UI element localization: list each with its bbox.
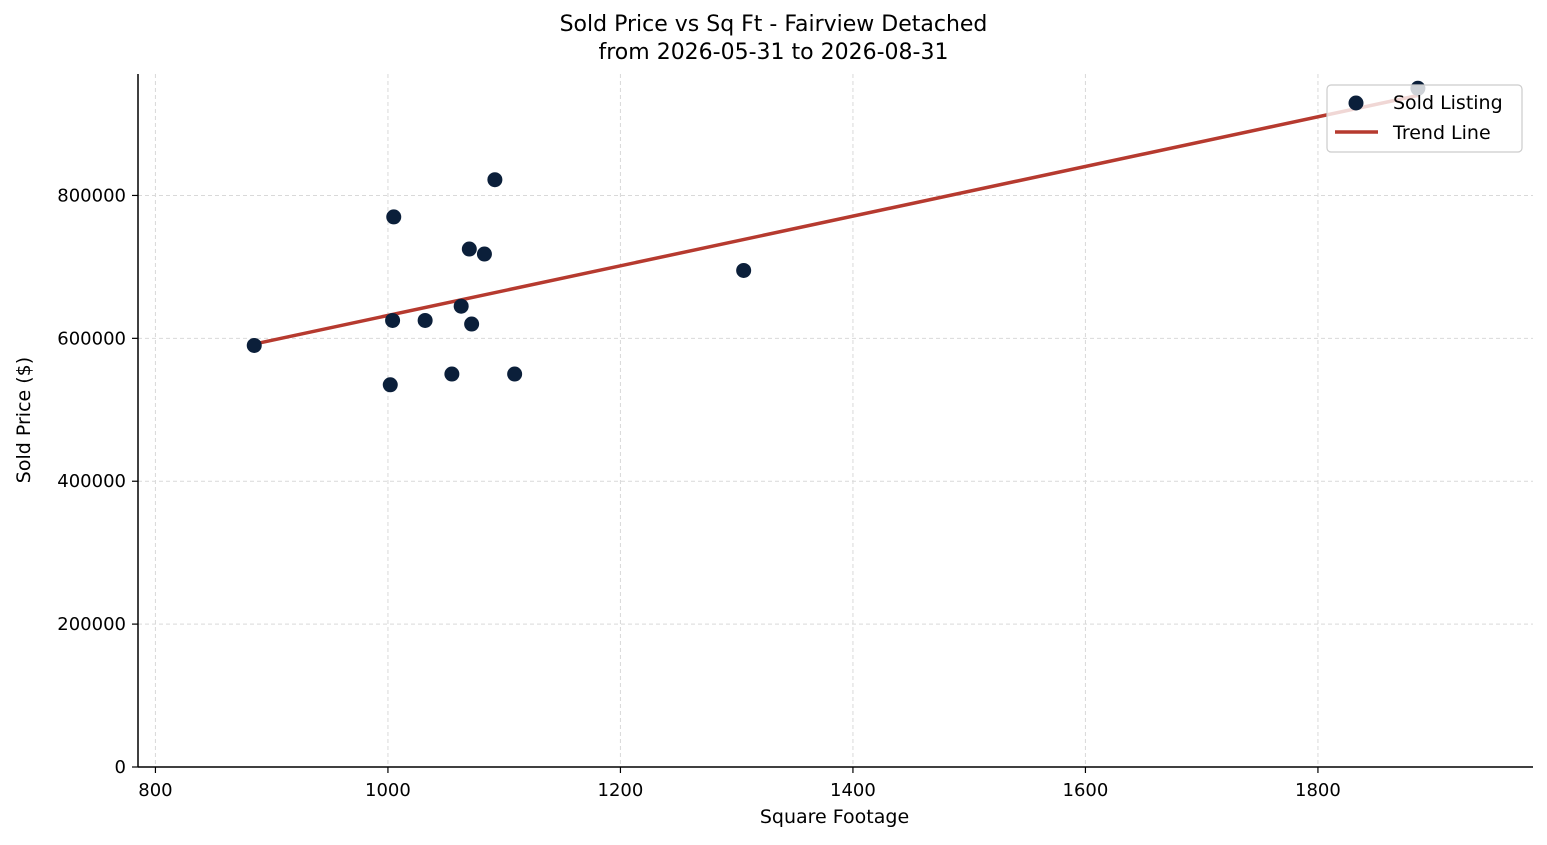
legend-box	[1326, 84, 1523, 153]
data-point	[417, 312, 433, 328]
trend-line	[252, 93, 1420, 347]
chart-subtitle: from 2026-05-31 to 2026-08-31	[598, 40, 949, 65]
tick-labels: 800 1000 1200 1400 1600 1800 0 200000 400000 6000…	[57, 185, 1341, 801]
grid-lines	[138, 74, 1533, 767]
data-point	[444, 366, 460, 382]
y-tick-label: 400000	[57, 471, 126, 492]
data-point	[453, 298, 469, 314]
data-point	[382, 377, 398, 393]
y-tick-label: 800000	[57, 185, 126, 206]
y-tick-label: 600000	[57, 328, 126, 349]
data-point	[487, 172, 503, 188]
y-tick-label: 200000	[57, 614, 126, 635]
axes	[132, 74, 1533, 773]
data-point	[736, 262, 752, 278]
x-tick-label: 1600	[1063, 780, 1109, 801]
chart-title: Sold Price vs Sq Ft - Fairview Detached	[559, 12, 988, 37]
data-point	[385, 312, 401, 328]
x-axis-label: Square Footage	[759, 806, 910, 828]
data-points	[246, 80, 1426, 393]
x-tick-label: 1400	[830, 780, 876, 801]
legend: Sold Listing Trend Line	[1326, 84, 1523, 153]
y-tick-label: 0	[115, 757, 126, 778]
data-point	[461, 241, 477, 257]
legend-label-trend-line: Trend Line	[1392, 122, 1491, 144]
data-point	[476, 246, 492, 262]
x-tick-label: 1000	[365, 780, 411, 801]
x-tick-label: 1800	[1295, 780, 1341, 801]
trend-line-path	[252, 93, 1420, 347]
x-tick-label: 1200	[598, 780, 644, 801]
x-tick-label: 800	[138, 780, 172, 801]
data-point	[507, 366, 523, 382]
legend-label-sold-listing: Sold Listing	[1393, 92, 1503, 114]
legend-marker-sold-listing	[1348, 95, 1364, 111]
data-point	[246, 337, 262, 353]
data-point	[464, 316, 480, 332]
data-point	[386, 209, 402, 225]
